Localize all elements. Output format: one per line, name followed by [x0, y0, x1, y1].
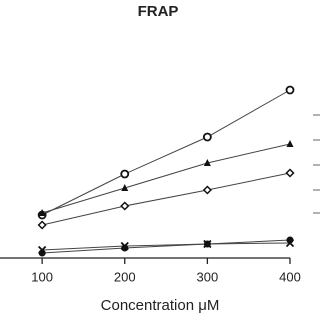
point [203, 159, 211, 166]
point [286, 140, 294, 147]
point [121, 244, 129, 252]
trend-line [42, 172, 291, 226]
point [286, 236, 294, 244]
point [121, 184, 129, 191]
point [38, 209, 46, 216]
side-ticks [313, 114, 320, 214]
point [285, 168, 295, 178]
point [37, 220, 47, 230]
x-tick-label: 400 [279, 269, 301, 284]
x-axis-label: Concentration μM [101, 297, 220, 314]
trend-line [41, 89, 291, 216]
point [202, 132, 212, 142]
x-tick-label: 300 [197, 269, 219, 284]
x-tick-label: 100 [31, 269, 53, 284]
point [38, 249, 46, 257]
point [203, 240, 211, 248]
chart-title: FRAP [138, 3, 179, 20]
trend-line [41, 143, 291, 214]
x-tick-label: 200 [114, 269, 136, 284]
trend-line [42, 239, 291, 254]
point [285, 85, 295, 95]
point [120, 201, 130, 211]
point [202, 185, 212, 195]
point [120, 169, 130, 179]
trend-line [42, 242, 291, 251]
